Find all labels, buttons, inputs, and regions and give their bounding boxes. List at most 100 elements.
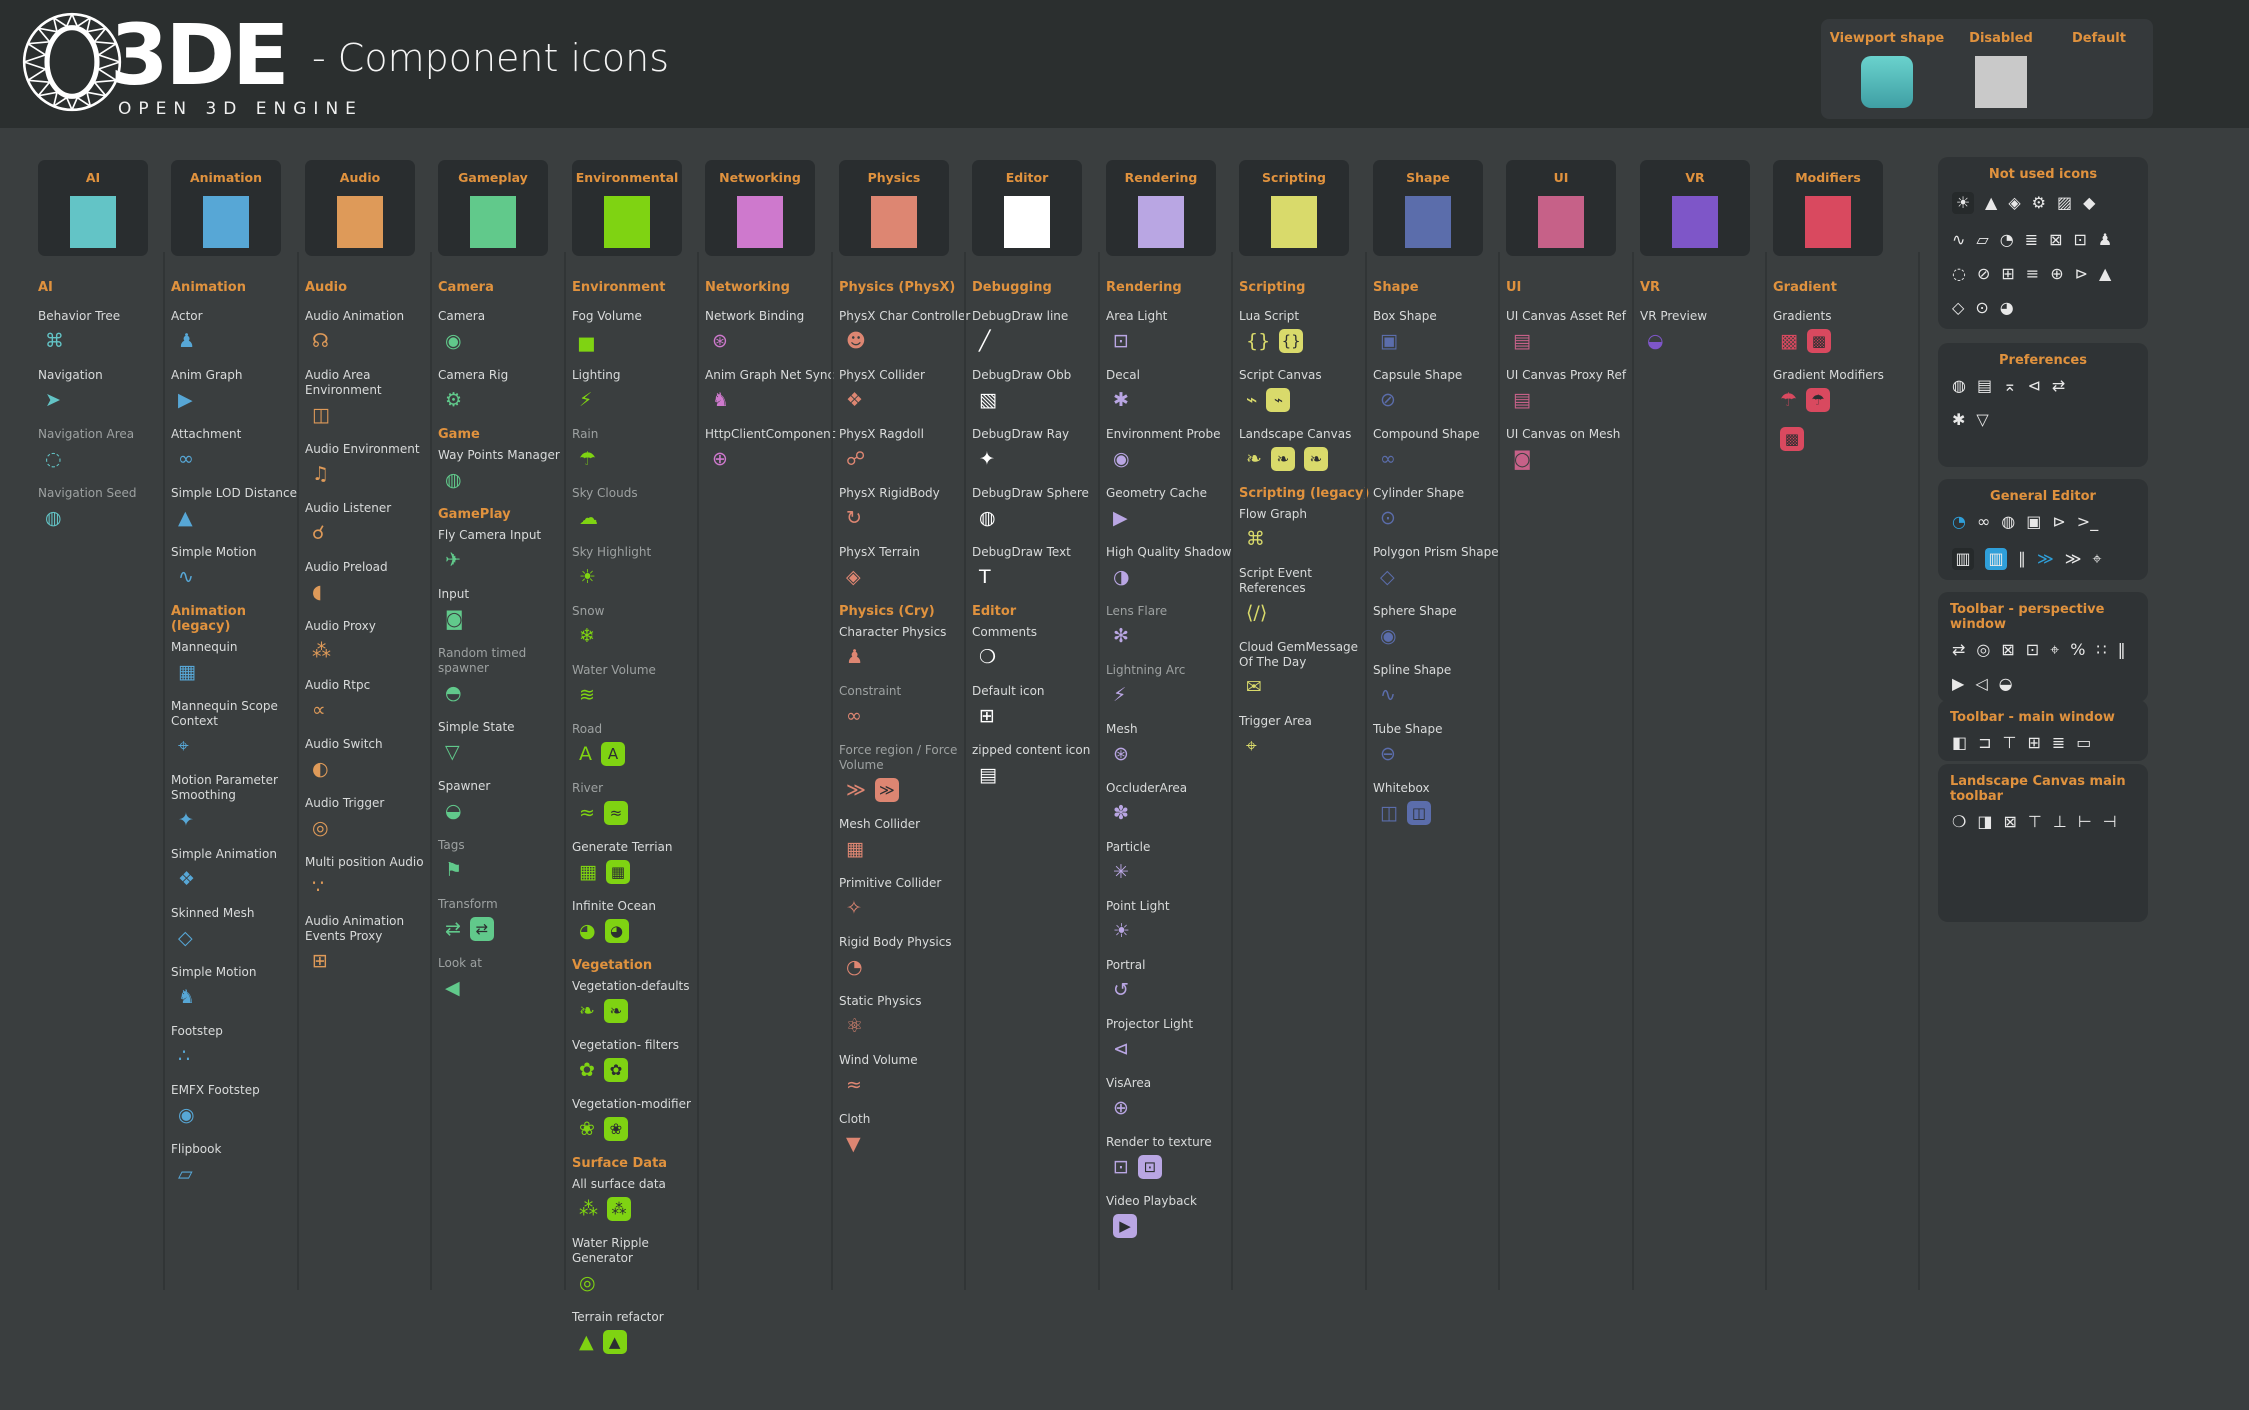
all-surface-data-icon: ⁂	[607, 1197, 631, 1221]
clock-circle-icon: ◔	[1999, 230, 2014, 249]
component-icon-row: ◍	[38, 506, 170, 530]
legend-viewport-shape: Viewport shape	[1821, 31, 1953, 119]
component-label: HttpClientComponent	[705, 427, 836, 441]
component-icon-row: ↺	[1106, 978, 1238, 1002]
category-tile-environmental: Environmental	[572, 160, 682, 256]
component-icon-row: ◎	[305, 816, 437, 840]
component-icon-row: ⁂	[305, 639, 437, 663]
component-item: Polygon Prism Shape ◇	[1373, 545, 1505, 589]
category-tile-physics: Physics	[839, 160, 949, 256]
section-title-physics-physx: Physics (PhysX)	[839, 280, 956, 295]
component-item: Tags ⚑	[438, 838, 570, 882]
box-shape-icon: ▣	[1380, 329, 1398, 352]
brightness-icon: ☀	[1952, 192, 1974, 214]
category-tile-label: Scripting	[1262, 170, 1326, 185]
vr-preview-icon: ◒	[1647, 329, 1664, 352]
component-item: Flow Graph ⌘	[1239, 507, 1371, 551]
category-tile-modifiers: Modifiers	[1773, 160, 1883, 256]
audio-proxy-icon: ⁂	[312, 639, 331, 662]
component-item: PhysX Collider ❖	[839, 368, 971, 412]
position-pin-icon: ◎	[1976, 640, 1991, 659]
component-item: Sphere Shape ◉	[1373, 604, 1505, 648]
component-label: Spline Shape	[1373, 663, 1452, 677]
component-label: Comments	[972, 625, 1038, 639]
database-icon: ≣	[2051, 733, 2066, 752]
debugdraw-line-icon: ╱	[979, 329, 991, 352]
section-title-environment: Environment	[572, 280, 666, 295]
force-region-icon: ≫	[846, 778, 866, 801]
component-item: Road A A	[572, 722, 704, 766]
component-item: Rigid Body Physics ◔	[839, 935, 971, 979]
section-title-shape: Shape	[1373, 280, 1419, 295]
simple-lod-distance-icon: ▲	[178, 506, 193, 529]
component-icon-row: ∞	[171, 447, 303, 471]
column-divider	[964, 252, 966, 1290]
component-item: Audio Environment ♫	[305, 442, 437, 486]
vegetation-defaults-icon: ❧	[579, 999, 595, 1022]
dither-gradient-icon: ▨	[2056, 193, 2073, 212]
component-label: Flipbook	[171, 1142, 222, 1156]
component-icon-row: ☂	[572, 447, 704, 471]
transform-menu-icon: ⇄	[1952, 640, 1966, 659]
gradients-icon: ▩	[1780, 329, 1798, 352]
component-icon-row: ❀ ❀	[572, 1117, 704, 1141]
category-color-swatch	[337, 196, 383, 248]
component-icon-row: T	[972, 565, 1104, 589]
lens-flare-icon: ✻	[1113, 624, 1129, 647]
component-icon-row: ▦	[171, 660, 303, 684]
panel-title: Preferences	[1999, 353, 2087, 368]
component-icon-row: ❧ ❧ ❧	[1239, 447, 1371, 471]
component-icon-row: ⚡	[1106, 683, 1238, 707]
component-icon-row: ⊛	[1106, 742, 1238, 766]
component-icon-row: ▲ ▲	[572, 1330, 704, 1354]
component-label: Audio Area Environment	[305, 368, 382, 397]
compound-shape-icon: ∞	[1380, 447, 1396, 470]
box-pause-icon: ⊡	[2073, 230, 2087, 249]
cloth-icon: ▼	[846, 1132, 861, 1155]
component-item: Motion Parameter Smoothing ✦	[171, 773, 303, 832]
component-label: All surface data	[572, 1177, 666, 1191]
component-item: Decal ✱	[1106, 368, 1238, 412]
vis-area-icon: ⊕	[1113, 1096, 1129, 1119]
cloud-gem-message-icon: ✉	[1246, 675, 1262, 698]
column-editor: Debugging DebugDraw line ╱ DebugDraw Obb ▧ De…	[972, 278, 1104, 802]
component-label: Actor	[171, 309, 203, 323]
component-label: Audio Environment	[305, 442, 420, 456]
debugdraw-sphere-icon: ◍	[979, 506, 996, 529]
cube-icon: ◇	[1952, 298, 1965, 317]
component-icon-row: ▩	[1773, 427, 1905, 451]
category-color-swatch	[871, 196, 917, 248]
component-label: Navigation	[38, 368, 103, 382]
section-title-ai: AI	[38, 280, 53, 295]
component-icon-row: ◇	[171, 926, 303, 950]
panel-icon-grid: ◍ ▤ ⌅ ⊲ ⇄ ✱ ▽	[1950, 378, 2136, 428]
mute-speaker-icon: ◁	[1975, 674, 1988, 693]
component-label: Static Physics	[839, 994, 922, 1008]
default-icon: ⊞	[979, 704, 995, 727]
component-icon-row: ⌘	[38, 329, 170, 353]
component-item: Snow ❄	[572, 604, 704, 648]
component-icon-row: ❍	[972, 645, 1104, 669]
gradient-modifiers-icon: ☂	[1806, 388, 1831, 412]
category-color-swatch	[604, 196, 650, 248]
category-tile-vr: VR	[1640, 160, 1750, 256]
component-label: Mesh Collider	[839, 817, 921, 831]
component-label: Trigger Area	[1239, 714, 1312, 728]
component-icon-row: ♞	[171, 985, 303, 1009]
generate-terrain-icon: ▦	[605, 860, 630, 884]
component-icon-row: ♟	[839, 645, 971, 669]
beacon-icon: ⊤	[2002, 733, 2017, 752]
mountain-flag-icon: ▲	[1985, 193, 1998, 212]
infinite-ocean-icon: ◕	[604, 919, 629, 943]
component-icon-row: ◙	[438, 607, 570, 631]
camera-follow-icon: ⌖	[2050, 640, 2060, 659]
tags-icon: ⚑	[445, 858, 463, 881]
component-item: Audio Trigger ◎	[305, 796, 437, 840]
component-item: UI Canvas Asset Ref ▤	[1506, 309, 1638, 353]
ui-canvas-on-mesh-icon: ◙	[1513, 447, 1532, 470]
audio-animation-events-proxy-icon: ⊞	[312, 949, 328, 972]
navigation-icon: ➤	[45, 388, 61, 411]
image-icon: ▣	[2026, 512, 2042, 531]
component-item: Particle ✳	[1106, 840, 1238, 884]
component-icon-row: ∞	[1373, 447, 1505, 471]
